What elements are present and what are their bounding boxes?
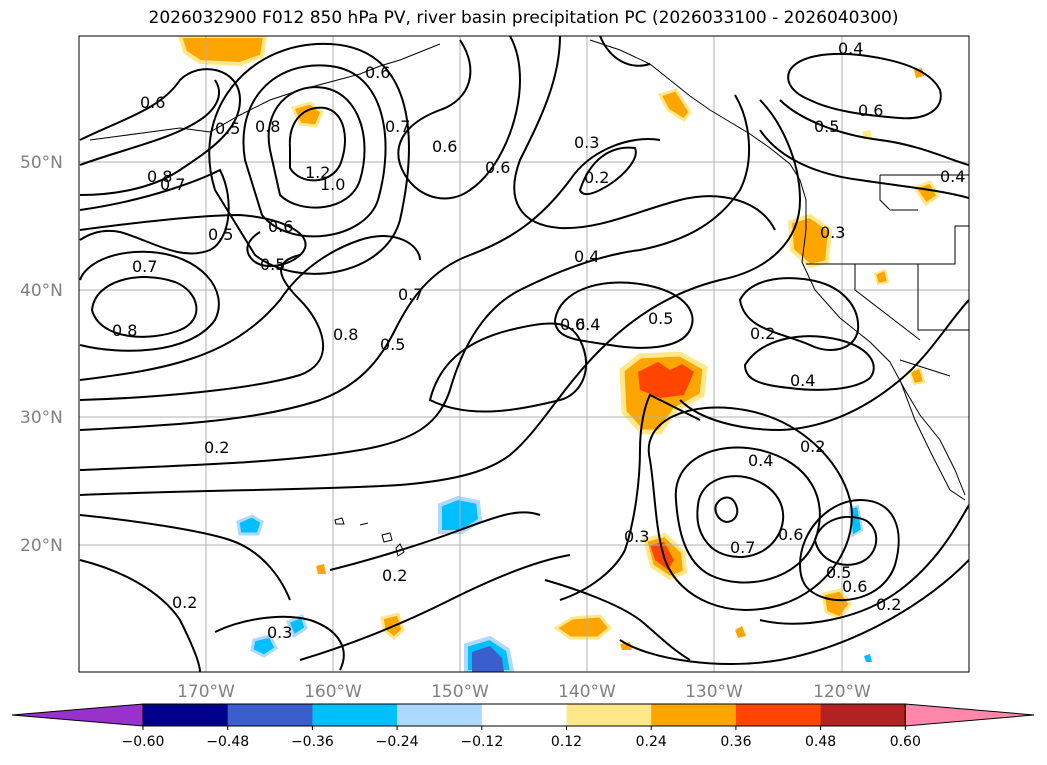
- contour-label: 0.5: [208, 225, 233, 244]
- colorbar-tick-label: 0.60: [890, 734, 921, 750]
- latitude-labels: 50°N 40°N 30°N 20°N: [20, 153, 63, 556]
- contour-label: 0.4: [790, 371, 815, 390]
- contour-label: 0.6: [858, 101, 883, 120]
- colorbar-segment: [566, 704, 652, 726]
- colorbar-tick-label: 0.48: [805, 734, 836, 750]
- contour-label: 0.2: [876, 595, 901, 614]
- contour-label: 0.3: [574, 133, 599, 152]
- graticule: [79, 36, 969, 672]
- lon-label: 170°W: [177, 682, 235, 702]
- contour-label: 0.8: [112, 321, 137, 340]
- contour-label: 0.7: [385, 117, 410, 136]
- lon-label: 160°W: [304, 682, 362, 702]
- lat-label: 50°N: [20, 153, 63, 173]
- lon-label: 120°W: [813, 682, 871, 702]
- contour-label: 0.6: [778, 525, 803, 544]
- contour-label: 0.2: [204, 438, 229, 457]
- lat-label: 20°N: [20, 536, 63, 556]
- contour-label: 0.6: [140, 93, 165, 112]
- contour-label: 0.5: [648, 309, 673, 328]
- contour-label: 0.2: [800, 437, 825, 456]
- contour-label: 0.7: [132, 257, 157, 276]
- colorbar-tick-label: −0.12: [460, 734, 503, 750]
- contour-label: 0.5: [380, 335, 405, 354]
- contour-label: 0.8: [147, 167, 172, 186]
- contour-label: 0.3: [624, 527, 649, 546]
- contour-label: 0.4: [575, 315, 600, 334]
- contour-labels: 0.6 0.5 0.8 0.7 0.8 1.2 1.0 0.6 0.6 0.3 …: [112, 39, 965, 642]
- colorbar-segment: [143, 704, 229, 726]
- contour-label: 0.2: [172, 593, 197, 612]
- contour-label: 0.6: [432, 137, 457, 156]
- contour-label: 0.2: [750, 324, 775, 343]
- colorbar-tick-label: 0.12: [551, 734, 582, 750]
- contour-label: 0.2: [584, 168, 609, 187]
- map-border: [78, 35, 970, 673]
- contour-label: 0.6: [560, 315, 585, 334]
- colorbar-extend-max: [904, 703, 1035, 727]
- colorbar-segment: [651, 704, 737, 726]
- page-title: 2026032900 F012 850 hPa PV, river basin …: [148, 8, 899, 28]
- contour-label: 0.5: [260, 255, 285, 274]
- colorbar-tick-label: 0.24: [636, 734, 667, 750]
- colorbar-segment: [397, 704, 483, 726]
- contour-label: 0.5: [826, 563, 851, 582]
- contour-label: 0.5: [814, 117, 839, 136]
- pv-contours: [79, 36, 969, 672]
- colorbar-tick-label: 0.36: [720, 734, 751, 750]
- lat-label: 40°N: [20, 281, 63, 301]
- colorbar-segment: [227, 704, 313, 726]
- lat-label: 30°N: [20, 408, 63, 428]
- contour-label: 1.2: [305, 163, 330, 182]
- shaded-pc-field: [177, 36, 940, 672]
- lon-label: 150°W: [431, 682, 489, 702]
- contour-label: 0.7: [730, 538, 755, 557]
- colorbar: [11, 703, 1035, 727]
- colorbar-extend-min: [11, 703, 144, 727]
- contour-label: 0.6: [485, 158, 510, 177]
- contour-label: 0.8: [255, 117, 280, 136]
- contour-label: 0.6: [365, 63, 390, 82]
- coastlines: [89, 39, 969, 557]
- colorbar-segment: [820, 704, 906, 726]
- contour-label: 0.2: [382, 566, 407, 585]
- contour-label: 0.8: [333, 325, 358, 344]
- colorbar-tick-labels: −0.60 −0.48 −0.36 −0.24 −0.12 0.12 0.24 0.36 0.4…: [122, 726, 921, 750]
- contour-label: 0.5: [215, 119, 240, 138]
- colorbar-segment: [735, 704, 822, 726]
- colorbar-segment: [481, 704, 567, 726]
- lon-label: 130°W: [685, 682, 743, 702]
- colorbar-tick-label: −0.60: [122, 734, 165, 750]
- contour-label: 0.4: [748, 451, 773, 470]
- colorbar-tick-label: −0.48: [206, 734, 249, 750]
- contour-label: 0.4: [574, 247, 599, 266]
- contour-label: 0.4: [940, 167, 965, 186]
- contour-label: 0.4: [838, 39, 863, 58]
- colorbar-tick-label: −0.36: [291, 734, 334, 750]
- contour-label: 0.3: [820, 223, 845, 242]
- contour-label: 1.0: [320, 175, 345, 194]
- lon-label: 140°W: [558, 682, 616, 702]
- contour-label: 0.7: [160, 175, 185, 194]
- contour-label: 0.6: [842, 577, 867, 596]
- colorbar-segment: [312, 704, 398, 726]
- map-area: [79, 36, 969, 672]
- longitude-labels: 170°W 160°W 150°W 140°W 130°W 120°W: [177, 682, 871, 702]
- colorbar-border: [142, 703, 906, 727]
- contour-label: 0.6: [268, 217, 293, 236]
- colorbar-tick-label: −0.24: [376, 734, 419, 750]
- contour-label: 0.7: [398, 285, 423, 304]
- contour-label: 0.3: [267, 623, 292, 642]
